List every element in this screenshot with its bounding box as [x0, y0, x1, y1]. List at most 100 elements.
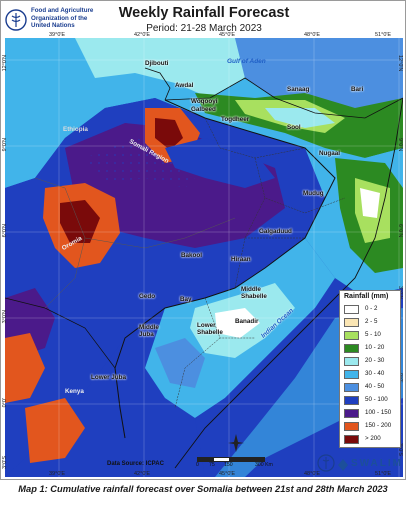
label-awdal: Awdal — [175, 82, 194, 89]
legend-item: 2 - 5 — [344, 317, 400, 328]
grid-label-bottom-48e: 48°0'E — [304, 471, 321, 477]
legend-title: Rainfall (mm) — [344, 293, 389, 300]
map-frame: Food and Agriculture Organization of the… — [0, 0, 406, 480]
label-middle-juba: Middle Juba — [139, 324, 159, 338]
legend-label: 50 - 100 — [365, 396, 388, 403]
label-sanaag: Sanaag — [287, 86, 310, 93]
rainfall-zone-over-200-north — [155, 118, 183, 150]
scale-label-75: 75 — [209, 462, 215, 468]
legend-item: 5 - 10 — [344, 330, 400, 341]
label-mudug: Mudug — [303, 190, 324, 197]
rainfall-legend: Rainfall (mm) 0 - 2 2 - 5 5 - 10 10 - 20 20 … — [339, 290, 401, 448]
label-ethiopia: Ethiopia — [63, 126, 88, 133]
swalim-emblem-icon — [338, 459, 348, 471]
legend-swatch — [344, 435, 359, 444]
rainfall-zone-40-50-gedo — [155, 338, 205, 388]
rainfall-zone-150-200-kenya — [25, 398, 85, 463]
fao-line-2: Organization of the — [31, 14, 88, 22]
fao-small-logo — [317, 453, 335, 473]
legend-item: 40 - 50 — [344, 382, 400, 393]
fao-line-3: United Nations — [31, 22, 75, 30]
label-banadir: Banadir — [235, 318, 259, 325]
data-source: Data Source: ICPAC — [107, 461, 164, 467]
map-caption: Map 1: Cumulative rainfall forecast over… — [18, 484, 388, 494]
label-togdheer: Togdheer — [221, 116, 250, 123]
label-woqooyi: Woqooyi — [191, 98, 218, 105]
legend-label: 100 - 150 — [365, 409, 392, 416]
grid-label-bottom-51e: 51°0'E — [375, 471, 392, 477]
grid-label-right-6n: 6°0'N — [397, 224, 403, 238]
scale-label-150: 150 — [224, 462, 233, 468]
rainfall-zone-0-2-central — [215, 308, 260, 338]
label-bakool: Bakool — [181, 252, 202, 259]
legend-swatch — [344, 370, 359, 379]
fao-emblem-icon — [5, 9, 27, 31]
legend-item: 0 - 2 — [344, 304, 400, 315]
legend-item: 150 - 200 — [344, 421, 400, 432]
legend-item: > 200 — [344, 434, 400, 445]
grid-label-top-45e: 45°0'E — [219, 32, 236, 38]
rainfall-zone-20-30-gulf — [75, 38, 245, 98]
ethiopia-region-lines — [34, 177, 236, 309]
label-bari: Bari — [351, 86, 364, 93]
rainfall-zone-50-100-somali-region — [165, 138, 275, 188]
label-galbeed: Galbeed — [191, 106, 216, 113]
legend-label: 30 - 40 — [365, 370, 385, 377]
legend-label: 2 - 5 — [365, 318, 378, 325]
legend-swatch — [344, 383, 359, 392]
legend-item: 100 - 150 — [344, 408, 400, 419]
grid-label-left-6n: 6°0'N — [2, 224, 8, 238]
rainfall-zone-0-2-east — [360, 188, 380, 218]
forecast-period: Period: 21-28 March 2023 — [146, 23, 262, 34]
legend-item: 10 - 20 — [344, 343, 400, 354]
label-bay: Bay — [180, 296, 192, 303]
legend-item: 50 - 100 — [344, 395, 400, 406]
scale-bar: 0 75 150 300 Km — [196, 456, 277, 472]
legend-label: 5 - 10 — [365, 331, 381, 338]
scale-label-300: 300 Km — [255, 462, 273, 468]
legend-swatch — [344, 331, 359, 340]
legend-swatch — [344, 305, 359, 314]
label-gedo: Gedo — [139, 293, 156, 300]
rainfall-zone-150-200-southwest — [5, 333, 45, 403]
fao-small-emblem-icon — [317, 454, 335, 472]
label-lower-shabelle: Lower Shabelle — [197, 322, 223, 336]
grid-label-bottom-45e: 45°0'E — [219, 471, 236, 477]
grid-label-bottom-42e: 42°0'E — [134, 471, 151, 477]
label-gulf-of-aden: Gulf of Aden — [227, 58, 266, 65]
legend-label: 10 - 20 — [365, 344, 385, 351]
grid-label-left-9n: 9°0'N — [2, 138, 8, 152]
legend-item: 30 - 40 — [344, 369, 400, 380]
rainfall-zone-over-200-west — [60, 200, 100, 243]
legend-label: 40 - 50 — [365, 383, 385, 390]
scale-segment-3 — [229, 457, 265, 462]
graticule — [5, 38, 403, 477]
djibouti-border — [144, 67, 171, 101]
grid-label-top-48e: 48°0'E — [304, 32, 321, 38]
swalim-text: SWALIM — [351, 458, 403, 469]
fao-name: Food and Agriculture Organization of the… — [31, 7, 93, 30]
legend-label: > 200 — [365, 435, 381, 442]
legend-swatch — [344, 318, 359, 327]
grid-label-top-42e: 42°0'E — [134, 32, 151, 38]
compass-icon — [228, 434, 244, 452]
legend-swatch — [344, 409, 359, 418]
legend-swatch — [344, 344, 359, 353]
grid-label-left-3s: 3°0'S — [2, 456, 8, 470]
label-nugaal: Nugaal — [319, 150, 340, 157]
somalia-north-coast — [164, 77, 404, 119]
label-kenya: Kenya — [65, 388, 84, 395]
admin-boundaries — [174, 117, 346, 409]
grid-label-right-12n: 12°0'N — [397, 55, 403, 72]
grid-label-top-51e: 51°0'E — [375, 32, 392, 38]
fao-logo: Food and Agriculture Organization of the… — [5, 5, 125, 37]
legend-swatch — [344, 396, 359, 405]
grid-label-right-3s: 3°0'S — [397, 443, 403, 457]
legend-swatch — [344, 422, 359, 431]
legend-label: 20 - 30 — [365, 357, 385, 364]
legend-swatch — [344, 357, 359, 366]
north-arrow — [227, 433, 245, 453]
label-hiraan: Hiraan — [231, 256, 251, 263]
fao-line-1: Food and Agriculture — [31, 7, 94, 14]
legend-label: 0 - 2 — [365, 305, 378, 312]
